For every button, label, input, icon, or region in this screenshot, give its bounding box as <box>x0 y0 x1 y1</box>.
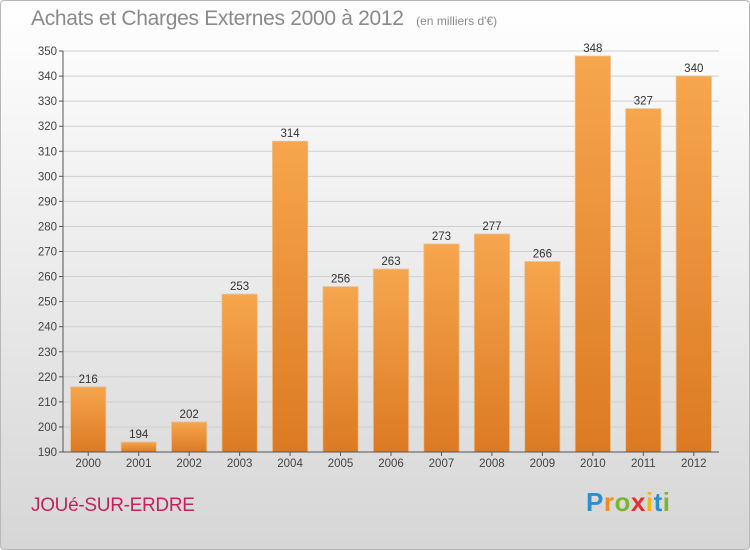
bar <box>272 140 309 453</box>
bar <box>171 421 208 453</box>
chart-title: Achats et Charges Externes 2000 à 2012 <box>31 7 404 30</box>
x-tick-label: 2000 <box>75 458 101 470</box>
value-label: 314 <box>280 128 300 140</box>
y-tick-label: 230 <box>38 347 57 359</box>
value-label: 256 <box>331 274 350 286</box>
bar <box>473 233 510 453</box>
value-label: 273 <box>432 231 451 243</box>
value-label: 202 <box>180 409 199 421</box>
y-tick-label: 300 <box>38 171 57 183</box>
value-label: 327 <box>634 96 653 108</box>
x-tick-label: 2011 <box>631 458 656 470</box>
y-tick-label: 280 <box>38 221 57 233</box>
x-tick-label: 2005 <box>328 458 354 470</box>
y-tick-label: 330 <box>38 96 57 108</box>
x-tick-label: 2006 <box>378 458 404 470</box>
value-label: 266 <box>533 249 552 261</box>
y-tick-label: 290 <box>38 196 57 208</box>
bar <box>372 268 410 453</box>
value-labels: 216 194 202 253 314 256 263 273 277 266 348 327 340 <box>79 43 704 441</box>
x-tick-label: 2010 <box>580 458 606 470</box>
x-tick-label: 2003 <box>227 458 253 470</box>
bar-chart: 190 200 210 220 230 240 250 260 270 280 290 300 310 3… <box>38 43 719 470</box>
y-tick-label: 350 <box>38 46 57 58</box>
bar <box>120 441 157 453</box>
bar <box>625 108 662 453</box>
logo-letter: o <box>614 487 631 517</box>
bars <box>70 55 712 453</box>
y-tick-label: 220 <box>38 372 57 384</box>
value-label: 340 <box>684 63 703 75</box>
bar <box>322 286 359 453</box>
x-tick-label: 2009 <box>530 458 556 470</box>
y-tick-label: 250 <box>38 297 57 309</box>
y-tick-label: 340 <box>38 71 57 83</box>
logo-letter: t <box>653 487 663 517</box>
bar <box>574 55 611 453</box>
x-tick-label: 2001 <box>126 458 152 470</box>
y-tick-label: 190 <box>38 447 57 459</box>
value-label: 194 <box>129 429 149 441</box>
logo-letter: i <box>645 487 654 517</box>
y-tick-labels: 190 200 210 220 230 240 250 260 270 280 290 300 310 3… <box>38 46 57 459</box>
bar <box>675 75 712 453</box>
value-label: 253 <box>230 281 249 293</box>
value-label: 348 <box>583 43 602 55</box>
bar <box>70 386 107 453</box>
bar <box>423 243 460 453</box>
place-name: JOUé-SUR-ERDRE <box>31 495 195 516</box>
bar <box>221 293 258 453</box>
y-tick-label: 310 <box>38 146 57 158</box>
x-tick-labels: 2000 2001 2002 2003 2004 2005 2006 2007 2008 2009… <box>75 452 707 470</box>
logo-letter: r <box>603 487 615 517</box>
y-tick-label: 210 <box>38 397 57 409</box>
chart-unit: (en milliers d'€) <box>416 14 498 28</box>
logo-letter: i <box>662 487 671 517</box>
value-label: 277 <box>482 221 501 233</box>
value-label: 263 <box>381 256 400 268</box>
x-tick-label: 2004 <box>277 458 303 470</box>
y-tick-label: 320 <box>38 121 57 133</box>
chart-title-block: Achats et Charges Externes 2000 à 2012 (… <box>31 7 497 31</box>
y-tick-label: 200 <box>38 422 57 434</box>
x-tick-label: 2007 <box>429 458 455 470</box>
logo-letter: P <box>586 487 604 517</box>
x-tick-label: 2008 <box>479 458 505 470</box>
bar <box>524 261 561 453</box>
y-tick-label: 240 <box>38 322 57 334</box>
value-label: 216 <box>79 374 98 386</box>
x-tick-label: 2002 <box>176 458 202 470</box>
proxiti-logo: Proxiti <box>586 487 670 518</box>
x-tick-label: 2012 <box>681 458 707 470</box>
logo-letter: x <box>630 487 646 517</box>
y-tick-label: 270 <box>38 247 57 259</box>
y-tick-label: 260 <box>38 272 57 284</box>
